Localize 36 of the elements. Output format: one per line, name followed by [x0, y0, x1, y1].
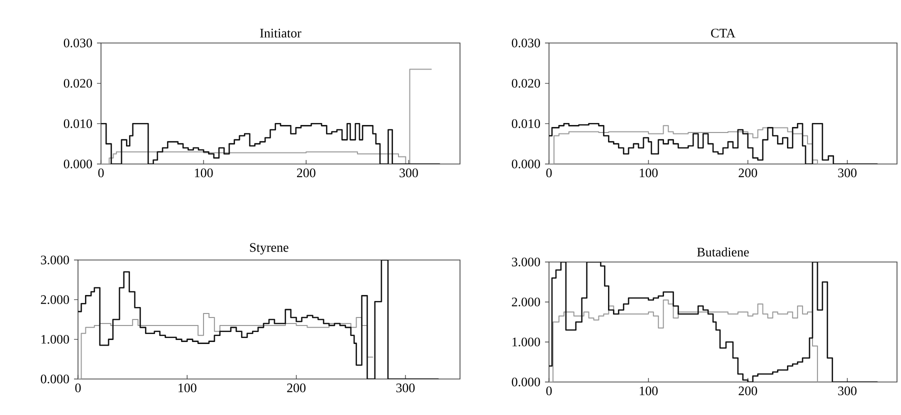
- y-tick-label: 0.020: [512, 78, 540, 88]
- x-tick-label: 0: [546, 168, 552, 178]
- x-tick-label: 200: [287, 384, 306, 392]
- x-tick-label: 200: [738, 386, 758, 396]
- y-tick-label: 0.010: [64, 119, 92, 128]
- y-tick-label: 2.000: [40, 295, 69, 304]
- x-tick-label: 100: [640, 386, 658, 396]
- chart-title: Initiator: [260, 28, 302, 38]
- y-tick-label: 0.030: [512, 38, 540, 48]
- x-tick-label: 0: [75, 384, 81, 392]
- x-tick-label: 300: [838, 386, 857, 396]
- x-tick-label: 0: [98, 168, 104, 178]
- x-tick-label: 300: [400, 168, 418, 178]
- x-tick-label: 100: [178, 384, 196, 392]
- chart-title: Styrene: [250, 243, 288, 255]
- y-tick-label: 3.000: [40, 256, 69, 264]
- x-tick-label: 200: [738, 168, 758, 178]
- y-tick-label: 3.000: [512, 258, 540, 266]
- y-tick-label: 2.000: [512, 298, 540, 306]
- y-tick-label: 0.000: [40, 374, 69, 384]
- y-tick-label: 0.000: [512, 160, 540, 168]
- y-tick-label: 0.030: [64, 38, 92, 48]
- x-tick-label: 300: [838, 168, 857, 178]
- y-tick-label: 0.000: [64, 160, 92, 168]
- x-tick-label: 200: [297, 168, 316, 178]
- y-tick-label: 1.000: [512, 338, 540, 346]
- chart-title: CTA: [711, 28, 736, 38]
- y-tick-label: 1.000: [41, 334, 69, 344]
- x-tick-label: 300: [396, 384, 415, 392]
- x-tick-label: 100: [195, 168, 213, 178]
- y-tick-label: 0.020: [64, 78, 92, 88]
- y-tick-label: 0.010: [512, 119, 540, 128]
- x-tick-label: 0: [546, 386, 552, 396]
- chart-title: Butadiene: [697, 247, 749, 257]
- x-tick-label: 100: [640, 168, 658, 178]
- y-tick-label: 0.000: [512, 378, 540, 386]
